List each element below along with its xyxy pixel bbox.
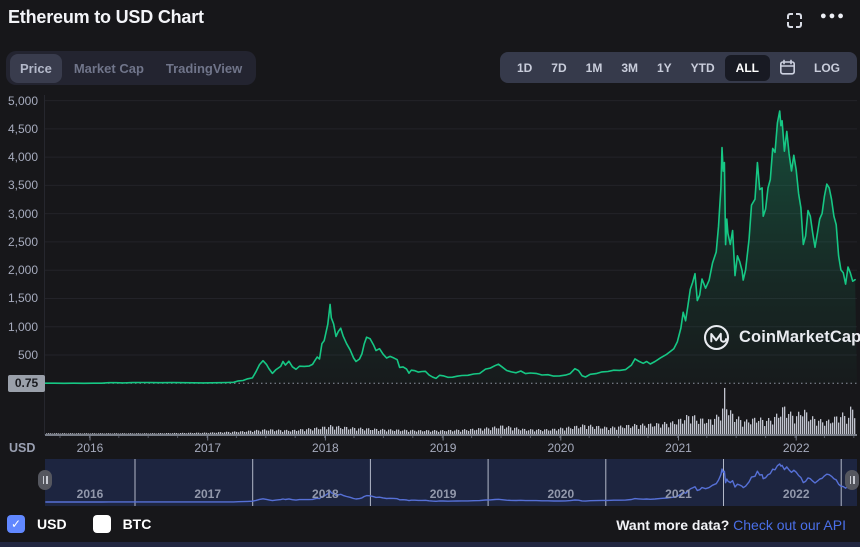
y-axis-tick-label: 3,000 — [7, 206, 38, 221]
price-line — [44, 110, 856, 385]
navigator-left-handle[interactable] — [38, 470, 52, 490]
price-area-fill — [45, 111, 857, 384]
x-axis-year-label: 2020 — [547, 441, 575, 455]
log-scale-button[interactable]: LOG — [814, 60, 840, 75]
currency-legend: ✓ USD BTC — [7, 515, 151, 533]
chart-type-tab-group: Price Market Cap TradingView — [6, 51, 257, 85]
fullscreen-icon[interactable] — [787, 13, 802, 28]
y-axis-tick-label: 500 — [17, 348, 38, 363]
usd-checkbox-label: USD — [37, 516, 67, 532]
more-options-icon[interactable]: ●●● — [820, 10, 846, 22]
navigator-canvas[interactable] — [45, 459, 857, 506]
x-axis-year-label: 2016 — [76, 441, 104, 455]
range-all-button[interactable]: ALL — [724, 54, 770, 81]
navigator-year-label: 2022 — [782, 487, 810, 501]
y-axis-tick-label: 4,500 — [7, 121, 38, 136]
baseline-value-badge: 0.75 — [8, 375, 45, 392]
navigator-year-label: 2016 — [76, 487, 104, 501]
x-axis-year-label: 2018 — [312, 441, 339, 455]
navigator-year-label: 2021 — [665, 487, 692, 501]
navigator-year-label: 2017 — [194, 487, 222, 501]
x-axis-year-label: 2021 — [665, 441, 692, 455]
volume-bars — [46, 387, 856, 434]
range-3m-button[interactable]: 3M — [621, 60, 638, 75]
navigator-year-label: 2018 — [312, 487, 339, 501]
y-axis-tick-label: 1,000 — [7, 319, 38, 334]
time-range-bar: 1D 7D 1M 3M 1Y YTD ALL LOG — [499, 52, 857, 83]
api-link[interactable]: Check out our API — [733, 517, 846, 533]
y-axis-tick-label: 1,500 — [7, 291, 38, 306]
navigator-right-handle[interactable] — [845, 470, 859, 490]
y-axis-currency-label: USD — [9, 441, 36, 455]
page-title: Ethereum to USD Chart — [8, 7, 204, 27]
range-ytd-button[interactable]: YTD — [690, 60, 715, 75]
bottom-divider — [0, 542, 860, 547]
y-axis-tick-label: 3,500 — [7, 178, 38, 193]
y-axis-tick-label: 2,000 — [7, 263, 38, 278]
tab-tradingview[interactable]: TradingView — [165, 60, 243, 76]
y-axis-tick-label: 5,000 — [7, 93, 38, 108]
navigator-year-label: 2020 — [547, 487, 575, 501]
range-1m-button[interactable]: 1M — [585, 60, 603, 75]
range-7d-button[interactable]: 7D — [551, 60, 567, 75]
coinmarketcap-watermark: CoinMarketCap — [703, 324, 860, 351]
x-axis — [45, 434, 857, 441]
btc-checkbox[interactable]: BTC — [92, 515, 152, 533]
x-axis-year-label: 2019 — [429, 441, 457, 455]
coinmarketcap-logo-icon — [703, 324, 730, 351]
api-promo: Want more data? Check out our API — [616, 517, 846, 533]
x-axis-year-label: 2017 — [194, 441, 222, 455]
y-axis-tick-label: 4,000 — [7, 150, 38, 165]
api-promo-text: Want more data? — [616, 517, 730, 533]
usd-checkbox[interactable]: ✓ USD — [7, 515, 67, 533]
x-axis-year-label: 2022 — [782, 441, 810, 455]
range-1y-button[interactable]: 1Y — [656, 60, 672, 75]
tab-price[interactable]: Price — [10, 53, 62, 83]
range-1d-button[interactable]: 1D — [516, 60, 533, 75]
check-icon: ✓ — [7, 515, 25, 533]
unchecked-box-icon — [92, 515, 111, 533]
y-axis-tick-label: 2,500 — [7, 234, 38, 249]
tab-market-cap[interactable]: Market Cap — [73, 60, 144, 76]
watermark-label: CoinMarketCap — [739, 328, 860, 346]
navigator-year-label: 2019 — [429, 487, 457, 501]
calendar-icon[interactable] — [771, 59, 804, 76]
btc-checkbox-label: BTC — [122, 516, 152, 532]
